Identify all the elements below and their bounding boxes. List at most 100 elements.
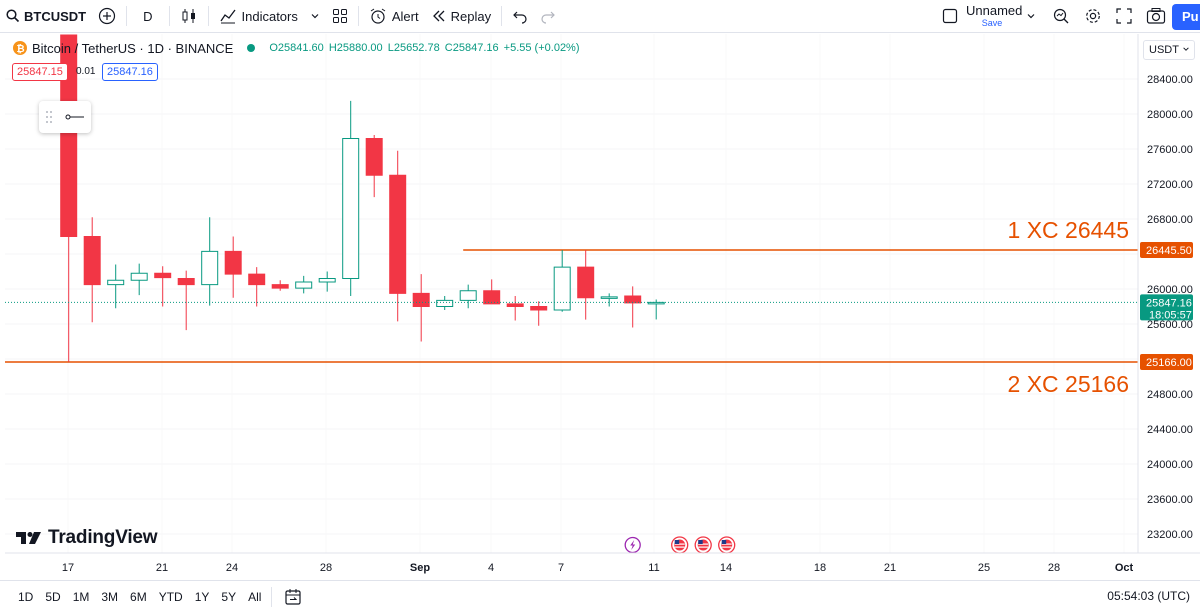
candle-body (224, 250, 242, 275)
buy-price-box[interactable]: 25847.16 (102, 63, 158, 81)
level-text: 1 XC 26445 (1008, 217, 1129, 243)
symbol-search-button[interactable]: BTCUSDT (0, 0, 92, 33)
current-price-label: 25847.16 18:05:57 (1140, 294, 1193, 321)
candle-body (577, 266, 595, 299)
price-tick-label: 25600.00 (1147, 319, 1193, 331)
range-6m-button[interactable]: 6M (130, 590, 147, 604)
level-text: 2 XC 25166 (1008, 371, 1129, 397)
utc-clock[interactable]: 05:54:03 (UTC) (1107, 589, 1190, 603)
symbol-description[interactable]: Bitcoin / TetherUS · 1D · BINANCE (32, 40, 234, 56)
layout-select-checkbox[interactable] (936, 0, 964, 33)
candle-body (506, 303, 524, 307)
candle (506, 296, 524, 321)
candle (201, 217, 219, 306)
currency-select[interactable]: USDT (1143, 40, 1195, 60)
price-tick-label: 28400.00 (1147, 74, 1193, 86)
tradingview-logo[interactable]: TradingView (16, 527, 158, 549)
compare-symbol-button[interactable] (92, 0, 122, 33)
indicators-button[interactable]: Indicators (213, 0, 326, 33)
range-1y-button[interactable]: 1Y (194, 590, 210, 604)
candle-body (83, 236, 101, 286)
layout-menu-button[interactable] (1020, 0, 1042, 33)
quick-search-button[interactable] (1046, 0, 1076, 33)
interval-button[interactable]: D (143, 8, 153, 24)
horizontal-levels: 1 XC 26445 2 XC 25166 (5, 217, 1138, 397)
bottom-toolbar: 1D 5D 1M 3M 6M YTD 1Y 5Y All 05:54:03 (U… (0, 580, 1200, 613)
us-flag-event-icon (718, 536, 736, 554)
candle (530, 301, 548, 326)
price-tick-label: 24400.00 (1147, 424, 1193, 436)
undo-button[interactable] (506, 0, 534, 33)
goto-date-calendar-icon[interactable] (284, 588, 302, 606)
alert-button[interactable]: Alert (363, 0, 425, 33)
candle-body (271, 284, 289, 289)
time-tick-label: 11 (648, 562, 659, 574)
open-value: O25841.60 (269, 42, 324, 54)
candle-body (412, 292, 430, 307)
drag-handle-icon[interactable] (45, 110, 53, 124)
range-ytd-button[interactable]: YTD (158, 590, 183, 604)
svg-text:₿: ₿ (17, 43, 25, 55)
templates-button[interactable] (326, 0, 354, 33)
chart-type-button[interactable] (174, 0, 204, 33)
snapshot-button[interactable] (1140, 0, 1172, 33)
layout-name: Unnamed (966, 3, 1023, 18)
candle (624, 286, 642, 328)
lightning-event-icon (624, 536, 641, 554)
market-status-dot[interactable] (247, 44, 256, 52)
candle-body (248, 273, 266, 286)
range-5d-button[interactable]: 5D (45, 590, 61, 604)
time-tick-label: 7 (558, 562, 564, 574)
replay-button[interactable]: Replay (425, 0, 497, 33)
candles-icon (180, 7, 198, 25)
sell-price-box[interactable]: 25847.15 (12, 63, 68, 81)
candle (60, 34, 78, 362)
tradingview-logo-icon (16, 530, 42, 546)
settings-button[interactable] (1078, 0, 1108, 33)
currency-label: USDT (1149, 44, 1179, 56)
time-tick-label: 17 (62, 562, 74, 574)
save-link[interactable]: Save (981, 18, 1003, 28)
range-3m-button[interactable]: 3M (101, 590, 119, 604)
candle (271, 280, 289, 291)
fullscreen-icon (1116, 8, 1132, 24)
search-icon (6, 9, 20, 23)
candle (248, 267, 266, 307)
candle-body (459, 290, 477, 301)
candle-body (295, 281, 313, 289)
square-icon (942, 8, 958, 24)
publish-button[interactable]: Pu (1172, 4, 1200, 30)
alarm-clock-icon (369, 7, 387, 25)
rewind-icon (431, 8, 447, 24)
chevron-down-icon (1182, 45, 1190, 53)
layout-name-button[interactable]: Unnamed Save (966, 3, 1023, 29)
range-all-button[interactable]: All (248, 590, 262, 604)
horizontal-ray-icon[interactable] (65, 112, 85, 122)
toolbar-divider (168, 6, 170, 26)
time-tick-label: Oct (1115, 562, 1134, 574)
range-1d-button[interactable]: 1D (18, 590, 34, 604)
range-1m-button[interactable]: 1M (72, 590, 90, 604)
time-tick-label: 21 (156, 562, 168, 574)
range-5y-button[interactable]: 5Y (221, 590, 237, 604)
us-flag-event-icon (694, 536, 712, 554)
fullscreen-button[interactable] (1110, 0, 1138, 33)
redo-button[interactable] (534, 0, 562, 33)
candle-body (60, 34, 78, 237)
indicators-icon (219, 7, 237, 25)
drawing-toolbar-widget[interactable] (39, 101, 91, 133)
candle-body (389, 174, 407, 294)
candle-body (365, 138, 383, 176)
grid-lines (5, 34, 1138, 553)
time-tick-label: 21 (884, 562, 896, 574)
change-value: +5.55 (+0.02%) (503, 42, 580, 54)
indicators-label: Indicators (241, 8, 298, 24)
level-price-badge (1140, 353, 1193, 370)
candle (107, 264, 125, 309)
grid-icon (332, 8, 348, 24)
spread-value: 0.01 (76, 66, 96, 77)
redo-icon (540, 8, 556, 24)
undo-icon (512, 8, 528, 24)
candle-body (483, 290, 501, 305)
